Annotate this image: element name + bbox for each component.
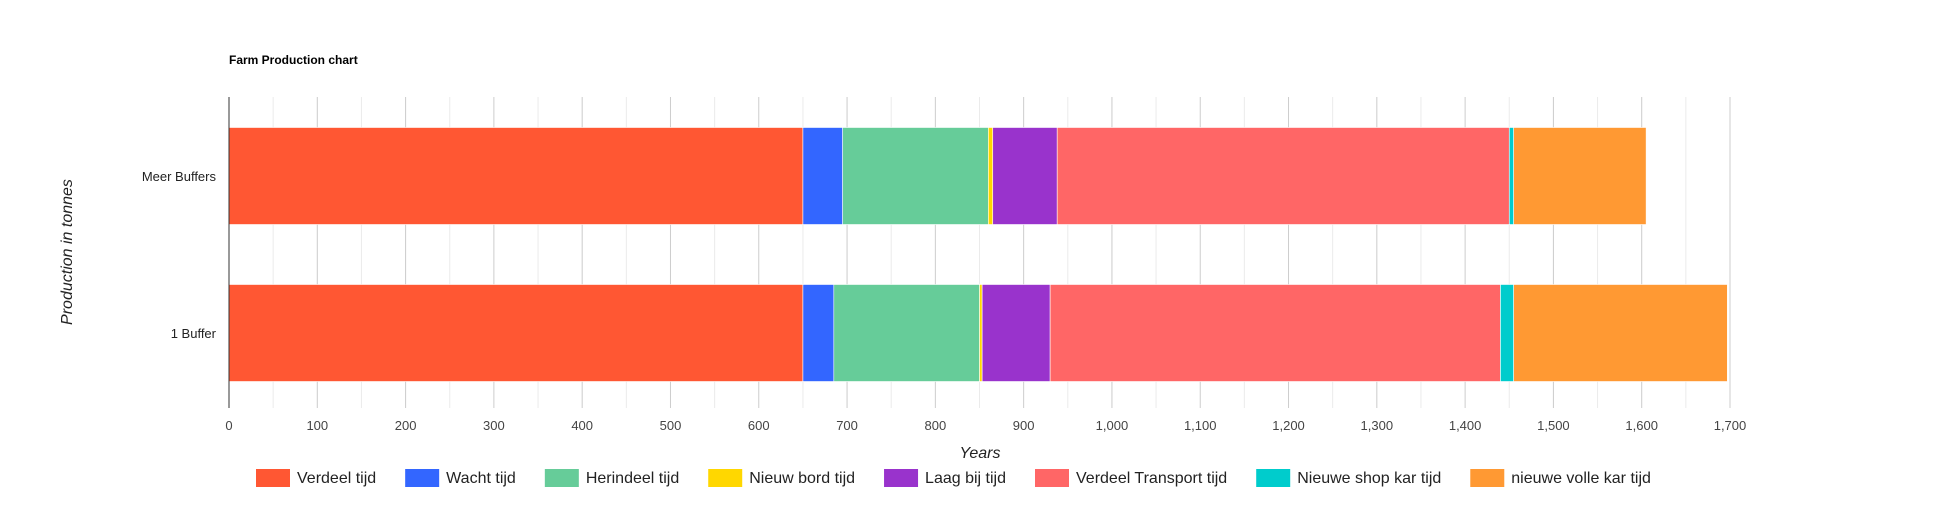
x-tick-label: 1,300 — [1361, 418, 1394, 433]
y-axis-title: Production in tonnes — [59, 179, 76, 325]
x-tick-label: 800 — [925, 418, 947, 433]
bar-segment — [981, 284, 1051, 382]
legend-swatch — [256, 469, 290, 487]
x-tick-label: 100 — [306, 418, 328, 433]
x-tick-label: 400 — [571, 418, 593, 433]
bar-segment — [1513, 284, 1728, 382]
x-tick-label: 1,700 — [1714, 418, 1747, 433]
bar-segment — [1513, 127, 1647, 225]
x-tick-label: 300 — [483, 418, 505, 433]
legend-swatch — [884, 469, 919, 487]
x-tick-label: 1,100 — [1184, 418, 1217, 433]
x-tick-label: 1,200 — [1272, 418, 1305, 433]
bar-segment — [802, 127, 843, 225]
legend-swatch — [1470, 469, 1505, 487]
legend-label: Herindeel tijd — [586, 470, 679, 487]
legend-label: Verdeel Transport tijd — [1076, 470, 1227, 487]
chart-title: Farm Production chart — [229, 53, 358, 67]
bar-segment — [228, 127, 804, 225]
x-tick-label: 200 — [395, 418, 417, 433]
bar-segment — [1500, 284, 1514, 382]
legend-swatch — [708, 469, 743, 487]
x-tick-label: 1,600 — [1625, 418, 1658, 433]
legend-swatch — [405, 469, 440, 487]
x-tick-label: 900 — [1013, 418, 1035, 433]
bar-segment — [979, 284, 983, 382]
x-tick-label: 500 — [660, 418, 682, 433]
category-label: Meer Buffers — [142, 169, 217, 184]
legend-swatch — [1256, 469, 1291, 487]
x-tick-label: 600 — [748, 418, 770, 433]
bar-segment — [988, 127, 994, 225]
x-tick-label: 0 — [225, 418, 232, 433]
legend-label: Verdeel tijd — [297, 470, 376, 487]
x-tick-label: 1,500 — [1537, 418, 1570, 433]
bar-segment — [1508, 127, 1514, 225]
axes: 0 100 200 300 400 500 600 700 800 900 1,000 1,100 1,… — [142, 97, 1746, 433]
legend-label: Nieuwe shop kar tijd — [1297, 470, 1441, 487]
category-label: 1 Buffer — [171, 326, 217, 341]
bar-segment — [992, 127, 1058, 225]
legend-swatch — [1035, 469, 1069, 487]
x-axis-title: Years — [960, 445, 1001, 462]
bar-segment — [228, 284, 804, 382]
bars — [228, 127, 1728, 382]
legend: Verdeel tijd Wacht tijd Herindeel tijd Nieu… — [256, 469, 1651, 487]
bar-segment — [842, 127, 989, 225]
legend-label: Wacht tijd — [446, 470, 516, 487]
legend-swatch — [544, 469, 579, 487]
bar-segment — [833, 284, 980, 382]
legend-label: nieuwe volle kar tijd — [1511, 470, 1651, 487]
bar-segment — [1049, 284, 1501, 382]
legend-label: Nieuw bord tijd — [749, 470, 855, 487]
legend-label: Laag bij tijd — [925, 470, 1006, 487]
bar-segment — [1056, 127, 1510, 225]
x-tick-label: 1,400 — [1449, 418, 1482, 433]
bar-segment — [802, 284, 835, 382]
x-tick-label: 700 — [836, 418, 858, 433]
x-tick-label: 1,000 — [1096, 418, 1129, 433]
